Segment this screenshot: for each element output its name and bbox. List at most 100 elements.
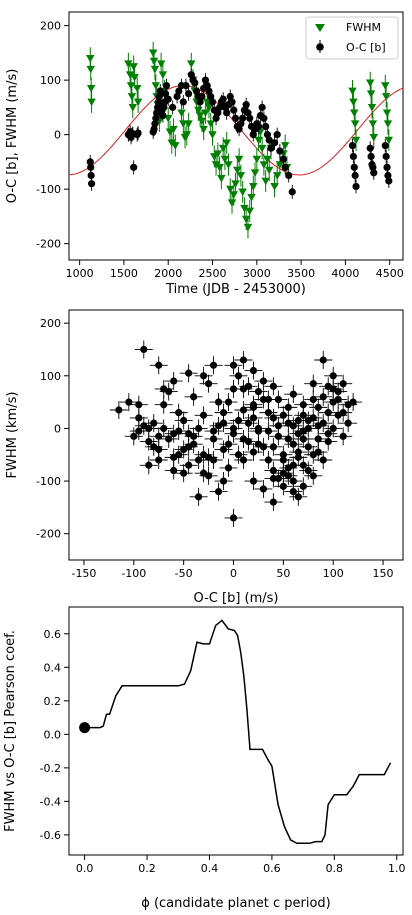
data-point [162,81,171,90]
data-point [208,98,217,106]
fwhm-point [204,104,214,112]
data-point [382,152,390,161]
data-point [279,411,287,419]
data-point [185,90,193,98]
y-tick-label: 0.0 [44,728,62,741]
data-point [309,380,317,388]
data-point [175,409,183,417]
legend-box [305,16,399,60]
data-point [180,469,188,477]
data-point [329,424,337,433]
x-tick-label: 0.8 [326,862,344,875]
data-point [135,401,143,409]
data-point [304,466,312,475]
data-point [145,437,153,446]
data-point [314,435,322,443]
fwhm-point [350,109,359,118]
data-point [244,419,253,427]
data-point [289,440,297,448]
y-tick-label: 0 [54,422,61,435]
data-point [274,395,282,404]
data-point [339,380,347,388]
data-point [130,163,138,171]
fwhm-point [270,183,279,191]
fwhm-point [158,71,168,79]
fwhm-point [229,191,238,199]
fwhm-point [215,163,224,172]
data-point [160,385,168,393]
data-point [229,424,238,433]
fwhm-point [367,104,377,112]
fwhm-point [348,87,357,96]
fwhm-point [350,120,360,128]
fwhm-point [240,204,249,213]
data-point [115,406,123,414]
data-point [224,464,233,472]
x-tick-label: 2500 [199,267,227,280]
data-point [349,152,357,161]
legend: FWHM O-C [b] [305,16,399,60]
fwhm-point [243,223,253,232]
data-point [269,498,277,506]
fwhm-point [245,207,254,216]
data-point [319,393,327,401]
fwhm-point [124,60,133,68]
x-tick-label: 0.0 [76,862,94,875]
fwhm-point [368,120,378,128]
fwhm-point [247,193,256,202]
fwhm-point [259,161,269,169]
data-point [130,432,138,440]
data-point [329,385,337,393]
data-point [285,171,293,180]
y-axis-label: FWHM (km/s) [5,392,20,479]
fwhm-point [133,98,143,107]
data-point [324,409,332,417]
data-point [254,424,263,433]
data-point [304,443,312,451]
fwhm-point [231,180,240,188]
fwhm-point [252,155,262,164]
y-tick-label: -100 [36,183,61,196]
data-point [145,424,153,433]
data-point [244,437,253,446]
data-point [199,411,208,419]
highlight-point [79,722,91,734]
fwhm-point [238,188,247,197]
fwhm-point [280,142,290,150]
data-point [134,129,142,137]
data-point [267,144,275,152]
data-point [350,163,358,171]
data-point [239,456,248,464]
data-point [264,456,273,464]
data-point [339,432,347,440]
data-point [170,466,178,475]
fwhm-point [261,177,270,186]
fwhm-point [150,65,160,74]
data-point [219,409,228,417]
data-point [288,188,296,196]
data-point [150,125,158,133]
data-point [254,440,263,448]
data-point [294,493,302,501]
data-point [175,427,183,435]
data-point [209,361,218,369]
data-point [224,398,233,406]
fwhm-point [208,131,217,139]
y-axis-label: FWHM vs O-C [b] Pearson coef. [3,630,18,832]
fwhm-point [349,98,358,107]
fwhm-point [217,174,226,183]
data-point [185,461,193,469]
x-tick-label: 1500 [110,267,138,280]
x-tick-label: 50 [276,567,290,580]
x-tick-label: 150 [373,567,394,580]
data-point [249,366,258,375]
x-axis-label: Time (JDB - 2453000) [165,282,306,297]
fwhm-point [249,183,258,191]
data-point [135,414,143,422]
data-point [351,171,359,180]
data-point [155,361,163,369]
data-point [145,461,153,469]
data-point [169,103,177,111]
plot-frame [68,11,404,261]
fwhm-point [384,136,394,145]
